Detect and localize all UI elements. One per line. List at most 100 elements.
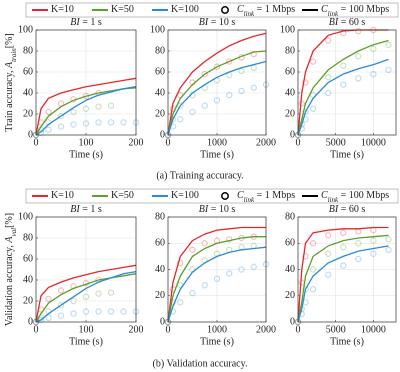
data-point bbox=[213, 97, 221, 104]
data-point bbox=[370, 45, 377, 53]
y-tick-label: 0 bbox=[28, 129, 33, 140]
data-line bbox=[35, 264, 137, 323]
data-point bbox=[189, 108, 196, 116]
data-point bbox=[177, 102, 184, 109]
x-tick-label: 0 bbox=[34, 137, 39, 148]
data-point bbox=[238, 266, 245, 273]
x-axis-label: Time (s) bbox=[69, 149, 103, 160]
data-point bbox=[189, 246, 196, 254]
x-tick-label: 100 bbox=[79, 324, 94, 335]
data-line bbox=[297, 226, 389, 323]
data-point bbox=[45, 314, 52, 321]
plot-frame bbox=[167, 216, 267, 323]
chart-title-part: BI bbox=[70, 204, 80, 215]
chart-title-part: = 60 s bbox=[338, 17, 365, 28]
data-point bbox=[201, 102, 208, 109]
data-point bbox=[177, 259, 184, 267]
data-point bbox=[82, 120, 90, 127]
legend-label-part: = 100 Mbps bbox=[338, 4, 389, 15]
y-tick-label: 0 bbox=[160, 129, 165, 140]
chart-title: BI = 1 s bbox=[70, 204, 102, 215]
data-point bbox=[120, 119, 127, 126]
data-point bbox=[57, 112, 65, 120]
x-tick-label: 0 bbox=[166, 137, 171, 148]
y-axis-label: Train accuracy, Atrain[%] bbox=[4, 33, 17, 131]
data-line bbox=[297, 234, 389, 323]
chart-title: BI = 60 s bbox=[329, 17, 366, 28]
legend-label-part: link bbox=[328, 10, 339, 18]
legend-label-part: K=100 bbox=[171, 4, 199, 15]
y-tick-label: 60 bbox=[155, 66, 165, 77]
data-point bbox=[82, 308, 90, 315]
y-tick-label: 20 bbox=[23, 295, 33, 306]
data-point bbox=[213, 275, 221, 282]
data-point bbox=[189, 289, 196, 297]
x-tick-label: 0 bbox=[34, 324, 39, 335]
y-tick-label: 80 bbox=[155, 211, 165, 222]
plot-area bbox=[298, 30, 396, 135]
y-tick-label: 100 bbox=[280, 24, 295, 35]
data-point bbox=[57, 123, 65, 130]
chart-title-part: BI bbox=[70, 17, 80, 28]
data-line bbox=[35, 86, 137, 136]
data-point bbox=[201, 282, 208, 289]
x-tick-label: 1000 bbox=[207, 324, 227, 335]
data-point bbox=[37, 316, 45, 324]
data-point bbox=[340, 229, 347, 236]
y-tick-label: 20 bbox=[285, 290, 295, 301]
y-tick-label: 80 bbox=[23, 232, 33, 243]
y-tick-label: 80 bbox=[23, 45, 33, 56]
data-point bbox=[226, 270, 233, 277]
data-point bbox=[201, 70, 208, 78]
y-tick-label: 60 bbox=[285, 238, 295, 249]
legend-label-part: K=10 bbox=[51, 4, 74, 15]
legend-label-part: K=50 bbox=[111, 4, 134, 15]
data-point bbox=[298, 100, 305, 107]
legend-label: K=50 bbox=[111, 4, 134, 15]
data-line bbox=[297, 58, 389, 136]
x-tick-label: 200 bbox=[129, 137, 144, 148]
chart-title-part: = 10 s bbox=[208, 204, 235, 215]
x-tick-label: 1000 bbox=[207, 137, 227, 148]
data-point bbox=[250, 84, 257, 91]
x-tick-label: 0 bbox=[166, 324, 171, 335]
chart-title-part: = 60 s bbox=[338, 204, 365, 215]
data-point bbox=[324, 232, 332, 239]
data-point bbox=[226, 91, 233, 99]
y-axis-label-part: Train accuracy, bbox=[4, 68, 15, 132]
data-point bbox=[324, 271, 332, 278]
y-tick-label: 80 bbox=[285, 211, 295, 222]
x-tick-label: 0 bbox=[296, 137, 301, 148]
data-point bbox=[309, 105, 317, 112]
data-line bbox=[35, 273, 137, 323]
data-point bbox=[57, 287, 65, 294]
data-point bbox=[70, 108, 77, 116]
legend-marker bbox=[221, 6, 229, 14]
legend-label: K=100 bbox=[171, 190, 199, 201]
data-point bbox=[355, 53, 362, 60]
data-point bbox=[238, 87, 245, 95]
data-point bbox=[95, 103, 102, 110]
data-point bbox=[70, 297, 77, 305]
x-tick-label: 2000 bbox=[256, 324, 276, 335]
y-axis-label: Validation accuracy, Aval[%] bbox=[4, 213, 17, 326]
legend-label: K=100 bbox=[171, 4, 199, 15]
legend-label-part: C bbox=[237, 190, 244, 201]
y-tick-label: 40 bbox=[285, 264, 295, 275]
data-point bbox=[57, 302, 65, 309]
data-point bbox=[250, 263, 257, 271]
x-tick-label: 100 bbox=[79, 137, 94, 148]
legend-label-part: link bbox=[328, 196, 339, 204]
x-tick-label: 5000 bbox=[326, 324, 346, 335]
chart-title-part: BI bbox=[199, 17, 209, 28]
legend-label: K=10 bbox=[51, 4, 74, 15]
data-point bbox=[107, 119, 115, 126]
data-point bbox=[340, 243, 347, 251]
x-tick-label: 10000 bbox=[361, 137, 386, 148]
chart-title: BI = 1 s bbox=[70, 17, 102, 28]
legend-label-part: K=50 bbox=[111, 190, 134, 201]
y-axis-label-part: [%] bbox=[4, 33, 15, 48]
x-axis-label: Time (s) bbox=[330, 336, 364, 347]
legend-label-part: link bbox=[244, 196, 255, 204]
